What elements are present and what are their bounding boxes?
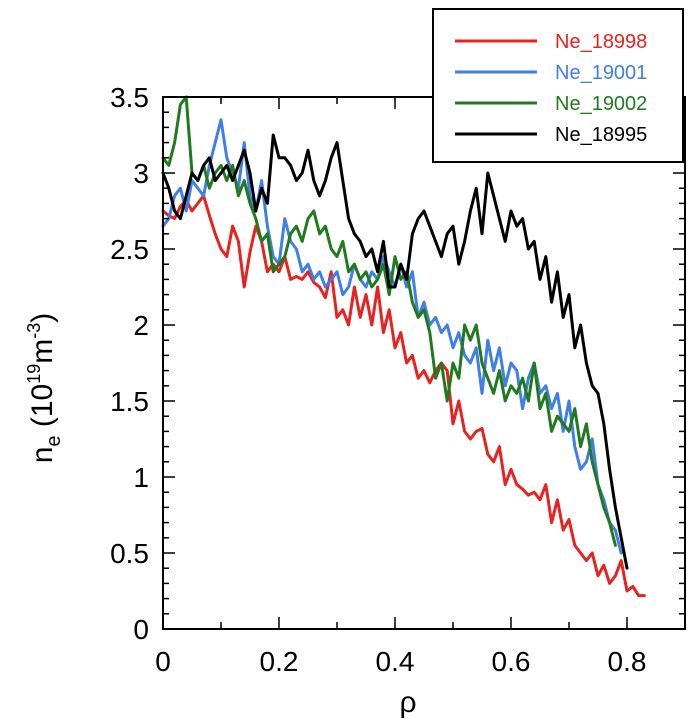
x-tick-label: 0.8 (608, 646, 647, 677)
x-tick-label: 0.4 (376, 646, 415, 677)
y-tick-label: 3.5 (110, 82, 149, 113)
y-axis-label: ne (1019m-3) (24, 313, 65, 464)
axis-tick-labels: 0 0.2 0.4 0.6 0.8 0 0.5 1 1.5 2 2.5 3 3.5 (110, 82, 646, 677)
x-tick-label: 0.2 (260, 646, 299, 677)
series-line-ne-18998 (161, 194, 646, 598)
x-tick-label: 0 (155, 646, 171, 677)
y-tick-label: 1.5 (110, 386, 149, 417)
legend-entries: Ne_18998 Ne_19001 Ne_19002 Ne_18995 (455, 31, 647, 146)
legend-label: Ne_19001 (555, 62, 647, 84)
y-tick-label: 3 (133, 158, 149, 189)
series-layer (161, 95, 646, 598)
axis-ticks (162, 96, 686, 630)
series-line-ne-19002 (161, 95, 617, 547)
plot-area-frame (162, 96, 686, 630)
legend: Ne_18998 Ne_19001 Ne_19002 Ne_18995 (432, 8, 684, 163)
series-line-ne-18995 (161, 133, 629, 570)
x-tick-label: 0.6 (492, 646, 531, 677)
legend-label: Ne_18998 (555, 31, 647, 53)
y-tick-label: 0.5 (110, 538, 149, 569)
legend-label: Ne_19002 (555, 93, 647, 115)
x-axis-label: ρ (399, 686, 416, 719)
y-tick-label: 2.5 (110, 234, 149, 265)
legend-box (432, 8, 684, 163)
y-tick-label: 0 (133, 614, 149, 645)
y-tick-label: 1 (133, 462, 149, 493)
legend-label: Ne_18995 (555, 124, 647, 146)
y-tick-label: 2 (133, 310, 149, 341)
